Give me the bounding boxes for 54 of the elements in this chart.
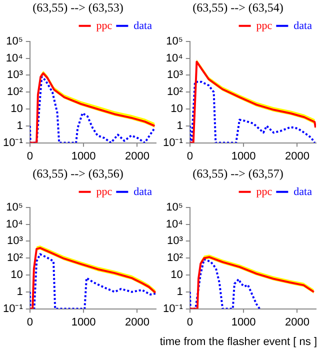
chart-title: (63,55) --> (63,54) [192, 0, 284, 14]
x-tick-label: 1000 [71, 316, 96, 328]
y-tick-label: 10 [10, 269, 23, 282]
y-tick-label: 10³ [6, 69, 24, 82]
y-tick-label: 10³ [166, 69, 184, 82]
x-tick-label: 2000 [284, 316, 310, 328]
y-tick-label: 1 [176, 120, 183, 132]
y-tick-label: 10² [6, 86, 24, 98]
legend-label: data [294, 186, 312, 198]
y-tick-label: 10⁴ [166, 218, 184, 230]
x-tick-label: 0 [186, 150, 193, 162]
y-tick-label: 10⁻¹ [162, 302, 184, 315]
chart-title: (63,55) --> (63,53) [32, 0, 124, 14]
y-tick-label: 10⁻¹ [2, 136, 24, 149]
y-tick-label: 10 [10, 103, 23, 116]
y-tick-label: 10⁻¹ [2, 302, 24, 315]
y-tick-label: 10⁴ [6, 52, 24, 64]
x-tick-label: 2000 [124, 150, 150, 162]
y-tick-label: 1 [16, 120, 23, 132]
legend-label: data [294, 20, 312, 32]
x-tick-label: 1000 [231, 316, 256, 328]
y-tick-label: 10³ [6, 235, 24, 248]
y-tick-label: 10⁴ [166, 52, 184, 64]
chart-title: (63,55) --> (63,56) [32, 166, 124, 180]
y-tick-label: 10³ [166, 235, 184, 248]
y-tick-label: 10⁵ [166, 201, 183, 214]
y-tick-label: 10² [166, 252, 184, 264]
y-tick-label: 10⁻¹ [162, 136, 184, 149]
y-tick-label: 10² [166, 86, 184, 98]
y-tick-label: 10 [170, 269, 183, 282]
x-tick-label: 0 [26, 150, 33, 162]
y-tick-label: 10⁵ [166, 35, 183, 48]
legend-label: data [134, 186, 152, 198]
legend-label: ppc [96, 186, 112, 198]
x-tick-label: 2000 [284, 150, 310, 162]
y-tick-label: 10⁵ [6, 201, 23, 214]
x-tick-label: 0 [186, 316, 193, 328]
x-tick-label: 1000 [231, 150, 256, 162]
legend-label: ppc [256, 186, 272, 198]
x-tick-label: 2000 [124, 316, 150, 328]
y-tick-label: 10 [170, 103, 183, 116]
y-tick-label: 10² [6, 252, 24, 264]
x-axis-title: time from the flasher event [ ns ] [160, 336, 317, 348]
y-tick-label: 1 [176, 286, 183, 298]
y-tick-label: 10⁴ [6, 218, 24, 230]
line-series [190, 258, 261, 309]
y-tick-label: 10⁵ [6, 35, 23, 48]
y-tick-label: 1 [16, 286, 23, 298]
legend-label: ppc [96, 20, 112, 32]
x-tick-label: 0 [26, 316, 33, 328]
chart-title: (63,55) --> (63,57) [192, 166, 284, 180]
legend-label: ppc [256, 20, 272, 32]
x-tick-label: 1000 [71, 150, 96, 162]
legend-label: data [134, 20, 152, 32]
